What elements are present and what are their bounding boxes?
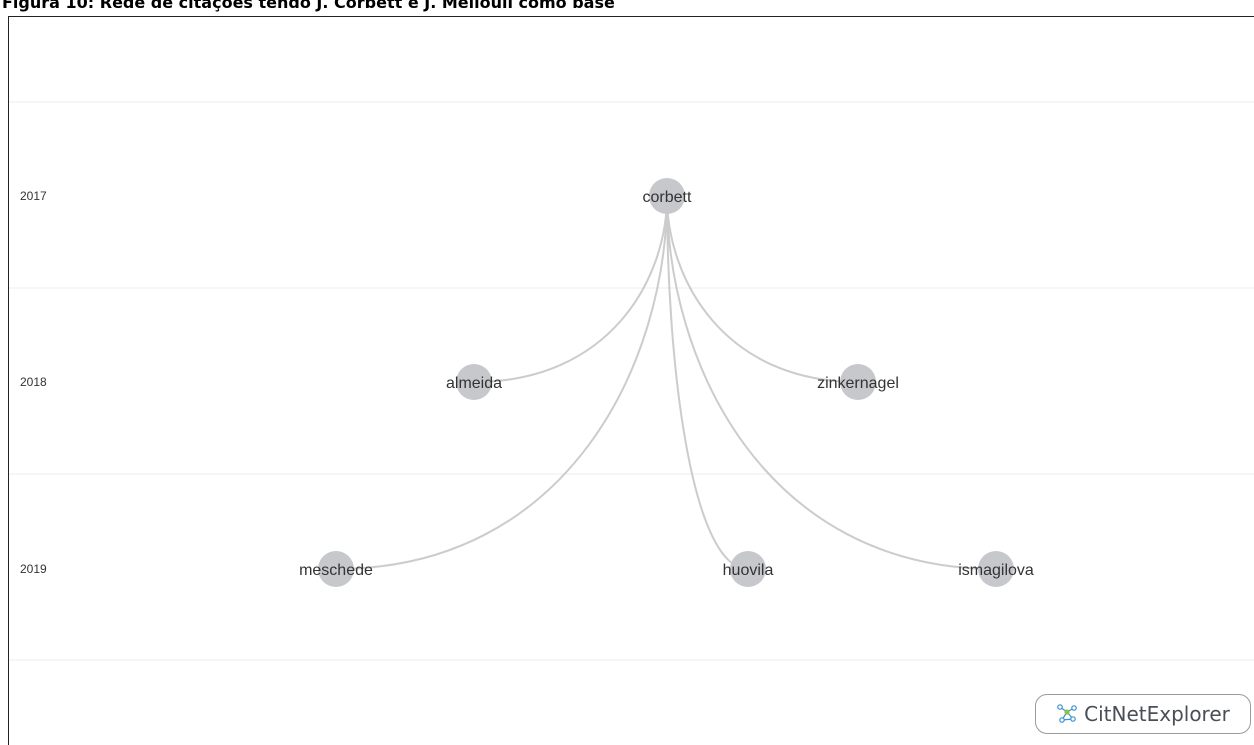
citation-edge-huovila [666,195,749,570]
node-label-zinkernagel: zinkernagel [817,375,899,392]
node-label-almeida: almeida [446,375,502,392]
network-icon [1057,704,1077,723]
node-circle[interactable] [840,364,876,400]
node-circle[interactable] [978,551,1014,587]
citation-edge-zinkernagel [666,195,859,383]
citation-edge-ismagilova [666,195,997,570]
node-label-ismagilova: ismagilova [958,562,1034,579]
citation-edge-meschede [335,195,668,570]
citnetexplorer-logo: CitNetExplorer [1035,694,1251,734]
node-almeida[interactable]: almeida [446,364,502,400]
year-axis: 2017 2018 2019 [20,189,47,576]
node-meschede[interactable]: meschede [299,551,373,587]
year-gridlines [9,101,1254,661]
node-label-huovila: huovila [723,562,774,579]
node-circle[interactable] [730,551,766,587]
node-label-meschede: meschede [299,562,373,579]
figure-caption: Figura 10: Rede de citações tendo J. Cor… [2,0,615,12]
node-circle[interactable] [318,551,354,587]
diagram-frame [8,16,1254,745]
node-circle[interactable] [456,364,492,400]
citation-edges [335,195,997,570]
node-huovila[interactable]: huovila [723,551,774,587]
node-circle[interactable] [649,178,685,214]
node-label-corbett: corbett [643,189,692,206]
node-zinkernagel[interactable]: zinkernagel [817,364,899,400]
year-label-2017: 2017 [20,189,47,203]
node-corbett[interactable]: corbett [643,178,692,214]
node-ismagilova[interactable]: ismagilova [958,551,1034,587]
logo-text: CitNetExplorer [1084,702,1230,726]
year-label-2018: 2018 [20,375,47,389]
citation-edge-almeida [473,195,668,383]
publication-nodes: corbett almeida zinkernagel meschede huovila… [299,178,1034,587]
year-label-2019: 2019 [20,562,47,576]
